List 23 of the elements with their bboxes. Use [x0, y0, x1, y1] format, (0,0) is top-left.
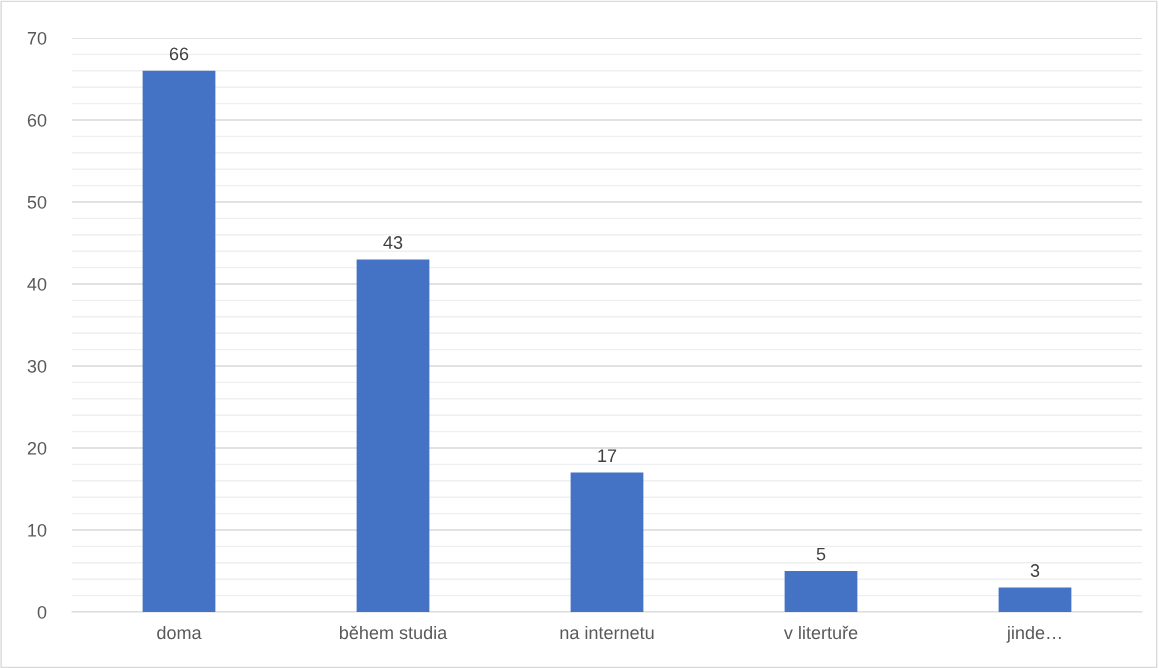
y-tick-label: 0	[37, 605, 47, 619]
data-label: 3	[1030, 564, 1040, 577]
y-tick-label: 60	[27, 113, 47, 127]
y-tick-label: 30	[27, 359, 47, 373]
bar	[142, 70, 216, 612]
data-label: 5	[816, 547, 826, 561]
y-tick-label: 50	[27, 195, 47, 209]
x-tick-label: doma	[157, 625, 202, 640]
x-tick-label: jinde…	[1006, 625, 1061, 643]
y-tick-label: 20	[27, 441, 47, 455]
bar	[784, 571, 858, 612]
x-tick-label: v litertuře	[783, 625, 858, 640]
bar	[998, 587, 1072, 612]
data-label: 17	[598, 449, 617, 462]
y-tick-label: 10	[28, 523, 47, 537]
data-label: 43	[383, 236, 403, 249]
bar	[356, 259, 430, 612]
data-label: 66	[169, 47, 189, 61]
bar	[570, 472, 644, 612]
y-tick-label: 40	[27, 277, 47, 291]
y-tick-label: 70	[27, 31, 47, 45]
x-tick-label: během studia	[339, 625, 448, 640]
x-tick-label: na internetu	[560, 625, 654, 640]
